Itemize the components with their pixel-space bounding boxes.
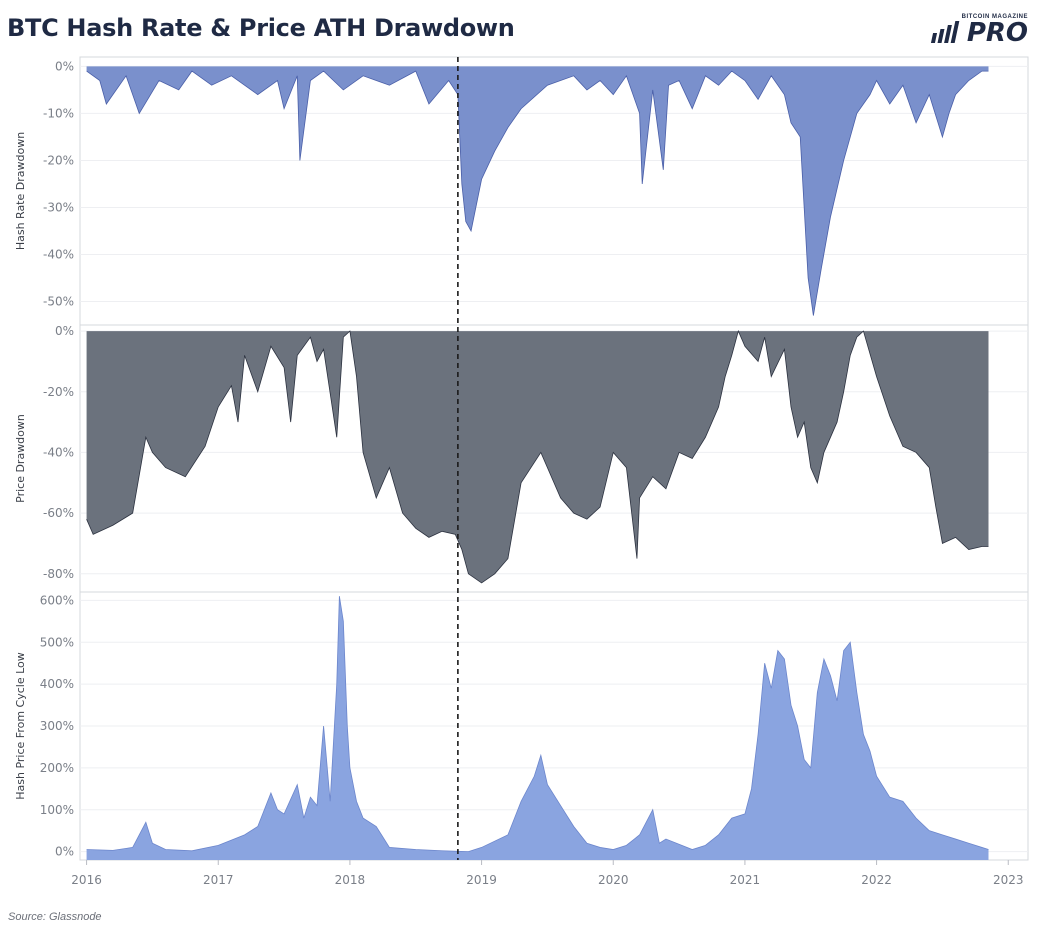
panel-hashprice-area xyxy=(86,596,989,860)
panel-hash-ytick-label: 0% xyxy=(55,59,74,73)
panel-hashprice-ytick-label: 600% xyxy=(40,593,74,607)
panel-hashprice-ytick-label: 500% xyxy=(40,635,74,649)
panel-hash-area xyxy=(86,66,989,316)
x-tick-label: 2017 xyxy=(203,873,234,887)
panel-price-ytick-label: -60% xyxy=(43,506,74,520)
x-tick-label: 2016 xyxy=(71,873,102,887)
x-tick-label: 2020 xyxy=(598,873,629,887)
panel-hash-ytick-label: -30% xyxy=(43,200,74,214)
panel-hashprice-ytick-label: 0% xyxy=(55,845,74,859)
panel-hashprice-ytick-label: 200% xyxy=(40,761,74,775)
panel-hash-ytick-label: -50% xyxy=(43,294,74,308)
logo-main-text: PRO xyxy=(966,18,1028,48)
panel-hashprice-ytick-label: 300% xyxy=(40,719,74,733)
panel-price-ytick-label: -80% xyxy=(43,567,74,581)
panel-price-line xyxy=(86,329,989,584)
panel-price-ytick-label: -40% xyxy=(43,445,74,459)
panel-price-ylabel: Price Drawdown xyxy=(14,414,27,503)
x-tick-label: 2019 xyxy=(466,873,497,887)
panel-hashprice-ytick-label: 400% xyxy=(40,677,74,691)
bitcoin-magazine-pro-logo: BITCOIN MAGAZINE PRO xyxy=(930,12,1028,48)
x-tick-label: 2021 xyxy=(730,873,761,887)
chart-title: BTC Hash Rate & Price ATH Drawdown xyxy=(7,14,515,42)
panel-hash-ytick-label: -10% xyxy=(43,106,74,120)
panel-hash-ytick-label: -20% xyxy=(43,153,74,167)
x-tick-label: 2022 xyxy=(861,873,892,887)
panel-hash-line xyxy=(86,70,989,316)
panel-hash-ytick-label: -40% xyxy=(43,247,74,261)
x-tick-label: 2023 xyxy=(993,873,1024,887)
panel-price-ytick-label: 0% xyxy=(55,324,74,338)
panel-price-ytick-label: -20% xyxy=(43,385,74,399)
source-note: Source: Glassnode xyxy=(8,911,102,923)
panel-hashprice-ytick-label: 100% xyxy=(40,803,74,817)
panel-hash-ylabel: Hash Rate Drawdown xyxy=(14,132,27,250)
x-tick-label: 2018 xyxy=(335,873,366,887)
panel-hashprice-ylabel: Hash Price From Cycle Low xyxy=(14,652,27,800)
logo-top-text: BITCOIN MAGAZINE xyxy=(961,14,1028,20)
panel-hashprice-line xyxy=(86,596,989,853)
